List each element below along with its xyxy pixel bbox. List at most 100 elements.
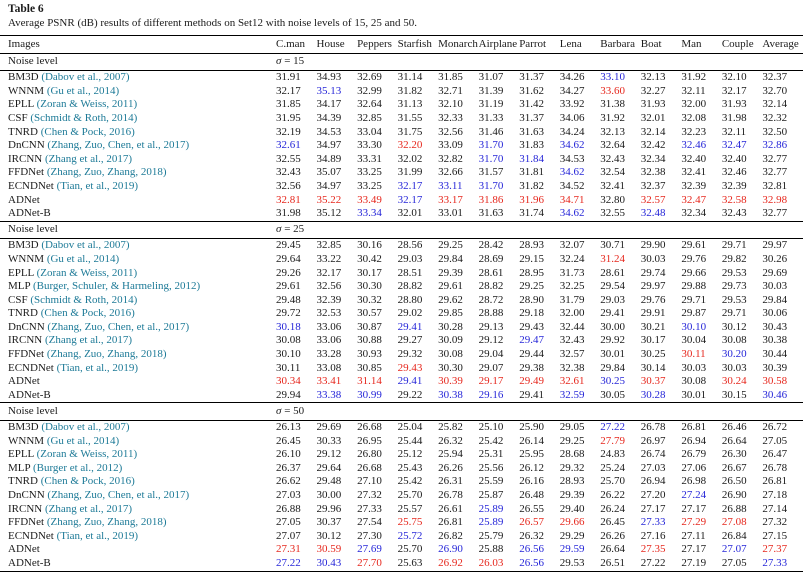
method-cell: EPLL (Zoran & Weiss, 2011) bbox=[0, 448, 276, 462]
psnr-value: 27.05 bbox=[762, 434, 788, 447]
method-row-ffdnet: FFDNet (Zhang, Zuo, Zhang, 2018) 32.43 35.… bbox=[0, 166, 803, 180]
psnr-value: 26.81 bbox=[762, 475, 788, 488]
method-row-adnet-b: ADNet-B 31.98 35.12 33.34 32.01 33.01 31.63 31.… bbox=[0, 207, 803, 221]
psnr-value: 29.12 bbox=[478, 334, 504, 347]
psnr-value: 26.24 bbox=[600, 502, 625, 515]
citation-link[interactable]: (Zhang, Zuo, Chen, et al., 2017) bbox=[47, 489, 190, 501]
psnr-value: 26.92 bbox=[438, 556, 463, 569]
psnr-value: 27.11 bbox=[681, 529, 706, 542]
col-header-parrot: Parrot bbox=[519, 35, 560, 54]
psnr-value: 31.81 bbox=[519, 166, 544, 179]
method-cell: TNRD (Chen & Pock, 2016) bbox=[0, 307, 276, 321]
psnr-value: 26.78 bbox=[640, 421, 666, 434]
psnr-value: 30.32 bbox=[357, 293, 382, 306]
method-cell: ADNet-B bbox=[0, 389, 276, 403]
citation-link[interactable]: (Tian, et al., 2019) bbox=[56, 529, 139, 542]
psnr-value: 32.33 bbox=[438, 111, 463, 124]
citation-link[interactable]: (Dabov et al., 2007) bbox=[41, 71, 130, 84]
citation-link[interactable]: (Dabov et al., 2007) bbox=[41, 239, 130, 252]
citation-link[interactable]: (Zoran & Weiss, 2011) bbox=[36, 266, 138, 279]
psnr-value: 26.55 bbox=[519, 502, 544, 515]
method-row-csf: CSF (Schmidt & Roth, 2014) 29.48 32.39 30.3… bbox=[0, 294, 803, 308]
citation-link[interactable]: (Zhang et al., 2017) bbox=[44, 152, 133, 165]
psnr-value: 31.46 bbox=[478, 125, 504, 138]
psnr-value: 29.88 bbox=[681, 280, 707, 293]
citation-link[interactable]: (Zhang, Zuo, Zhang, 2018) bbox=[46, 166, 167, 179]
psnr-value: 29.26 bbox=[276, 266, 301, 279]
citation-link[interactable]: (Gu et al., 2014) bbox=[46, 252, 120, 265]
method-cell: TNRD (Chen & Pock, 2016) bbox=[0, 126, 276, 140]
psnr-value: 26.46 bbox=[721, 421, 747, 434]
psnr-value: 26.95 bbox=[357, 434, 382, 447]
psnr-value: 32.56 bbox=[438, 125, 463, 138]
citation-link[interactable]: (Zhang, Zuo, Zhang, 2018) bbox=[46, 516, 167, 529]
method-row-bm3d: BM3D (Dabov et al., 2007) 31.91 34.93 32.69… bbox=[0, 71, 803, 85]
method-row-bm3d: BM3D (Dabov et al., 2007) 29.45 32.85 30.16… bbox=[0, 239, 803, 253]
citation-link[interactable]: (Tian, et al., 2019) bbox=[56, 361, 139, 374]
psnr-value: 27.05 bbox=[721, 556, 747, 569]
psnr-value: 25.04 bbox=[397, 421, 423, 434]
psnr-value: 32.20 bbox=[397, 139, 423, 152]
citation-link[interactable]: (Burger, Schuler, & Harmeling, 2012) bbox=[32, 280, 201, 293]
psnr-value: 32.40 bbox=[721, 152, 747, 165]
method-cell: MLP (Burger et al., 2012) bbox=[0, 462, 276, 476]
method-name: TNRD bbox=[8, 307, 38, 320]
psnr-value: 32.46 bbox=[721, 166, 747, 179]
citation-link[interactable]: (Zhang, Zuo, Chen, et al., 2017) bbox=[47, 320, 190, 333]
method-cell: DnCNN (Zhang, Zuo, Chen, et al., 2017) bbox=[0, 489, 276, 503]
psnr-value: 29.85 bbox=[438, 307, 463, 320]
psnr-value: 31.14 bbox=[397, 71, 423, 84]
citation-link[interactable]: (Tian, et al., 2019) bbox=[56, 179, 139, 192]
citation-link[interactable]: (Chen & Pock, 2016) bbox=[40, 125, 135, 138]
psnr-value: 29.13 bbox=[478, 320, 504, 333]
psnr-value: 33.41 bbox=[316, 375, 342, 388]
psnr-value: 29.12 bbox=[316, 448, 342, 461]
psnr-value: 31.93 bbox=[721, 98, 747, 111]
psnr-value: 27.16 bbox=[640, 529, 666, 542]
psnr-value: 27.07 bbox=[721, 543, 747, 556]
method-row-ffdnet: FFDNet (Zhang, Zuo, Zhang, 2018) 30.10 33.… bbox=[0, 348, 803, 362]
psnr-value: 26.94 bbox=[681, 434, 707, 447]
psnr-value: 30.11 bbox=[276, 361, 301, 374]
citation-link[interactable]: (Schmidt & Roth, 2014) bbox=[30, 293, 138, 306]
psnr-value: 30.03 bbox=[721, 361, 747, 374]
citation-link[interactable]: (Gu et al., 2014) bbox=[46, 434, 120, 447]
psnr-value: 30.05 bbox=[600, 388, 625, 401]
citation-link[interactable]: (Chen & Pock, 2016) bbox=[40, 475, 135, 488]
psnr-value: 29.84 bbox=[438, 252, 463, 265]
method-name: EPLL bbox=[8, 266, 34, 279]
citation-link[interactable]: (Zhang et al., 2017) bbox=[44, 502, 133, 515]
citation-link[interactable]: (Burger et al., 2012) bbox=[32, 461, 123, 474]
psnr-value: 28.68 bbox=[559, 448, 585, 461]
citation-link[interactable]: (Zoran & Weiss, 2011) bbox=[36, 448, 138, 461]
citation-link[interactable]: (Schmidt & Roth, 2014) bbox=[30, 111, 138, 124]
psnr-value: 29.54 bbox=[600, 280, 625, 293]
psnr-value: 33.30 bbox=[357, 139, 382, 152]
citation-link[interactable]: (Chen & Pock, 2016) bbox=[40, 307, 135, 320]
method-cell: ECNDNet (Tian, et al., 2019) bbox=[0, 362, 276, 376]
method-name: BM3D bbox=[8, 71, 39, 84]
psnr-value: 34.53 bbox=[559, 152, 585, 165]
method-row-dncnn: DnCNN (Zhang, Zuo, Chen, et al., 2017) 32… bbox=[0, 139, 803, 153]
method-row-epll: EPLL (Zoran & Weiss, 2011) 26.10 29.12 26.8… bbox=[0, 448, 803, 462]
psnr-value: 30.42 bbox=[357, 252, 382, 265]
citation-link[interactable]: (Zhang, Zuo, Chen, et al., 2017) bbox=[47, 139, 190, 152]
psnr-value: 31.70 bbox=[478, 139, 504, 152]
citation-link[interactable]: (Zhang et al., 2017) bbox=[44, 334, 133, 347]
psnr-value: 26.81 bbox=[681, 421, 707, 434]
psnr-value: 26.50 bbox=[721, 475, 747, 488]
citation-link[interactable]: (Gu et al., 2014) bbox=[46, 84, 120, 97]
method-cell: ADNet bbox=[0, 194, 276, 208]
method-name: ECNDNet bbox=[8, 179, 54, 192]
psnr-value: 29.41 bbox=[519, 388, 544, 401]
citation-link[interactable]: (Dabov et al., 2007) bbox=[41, 421, 130, 434]
psnr-value: 25.79 bbox=[478, 529, 504, 542]
psnr-value: 32.34 bbox=[640, 152, 666, 165]
psnr-value: 29.91 bbox=[640, 307, 666, 320]
citation-link[interactable]: (Zoran & Weiss, 2011) bbox=[36, 98, 138, 111]
citation-link[interactable]: (Zhang, Zuo, Zhang, 2018) bbox=[46, 348, 167, 361]
psnr-value: 33.38 bbox=[316, 388, 342, 401]
psnr-value: 28.80 bbox=[397, 293, 423, 306]
psnr-value: 32.43 bbox=[721, 207, 747, 220]
psnr-value: 26.81 bbox=[438, 516, 463, 529]
